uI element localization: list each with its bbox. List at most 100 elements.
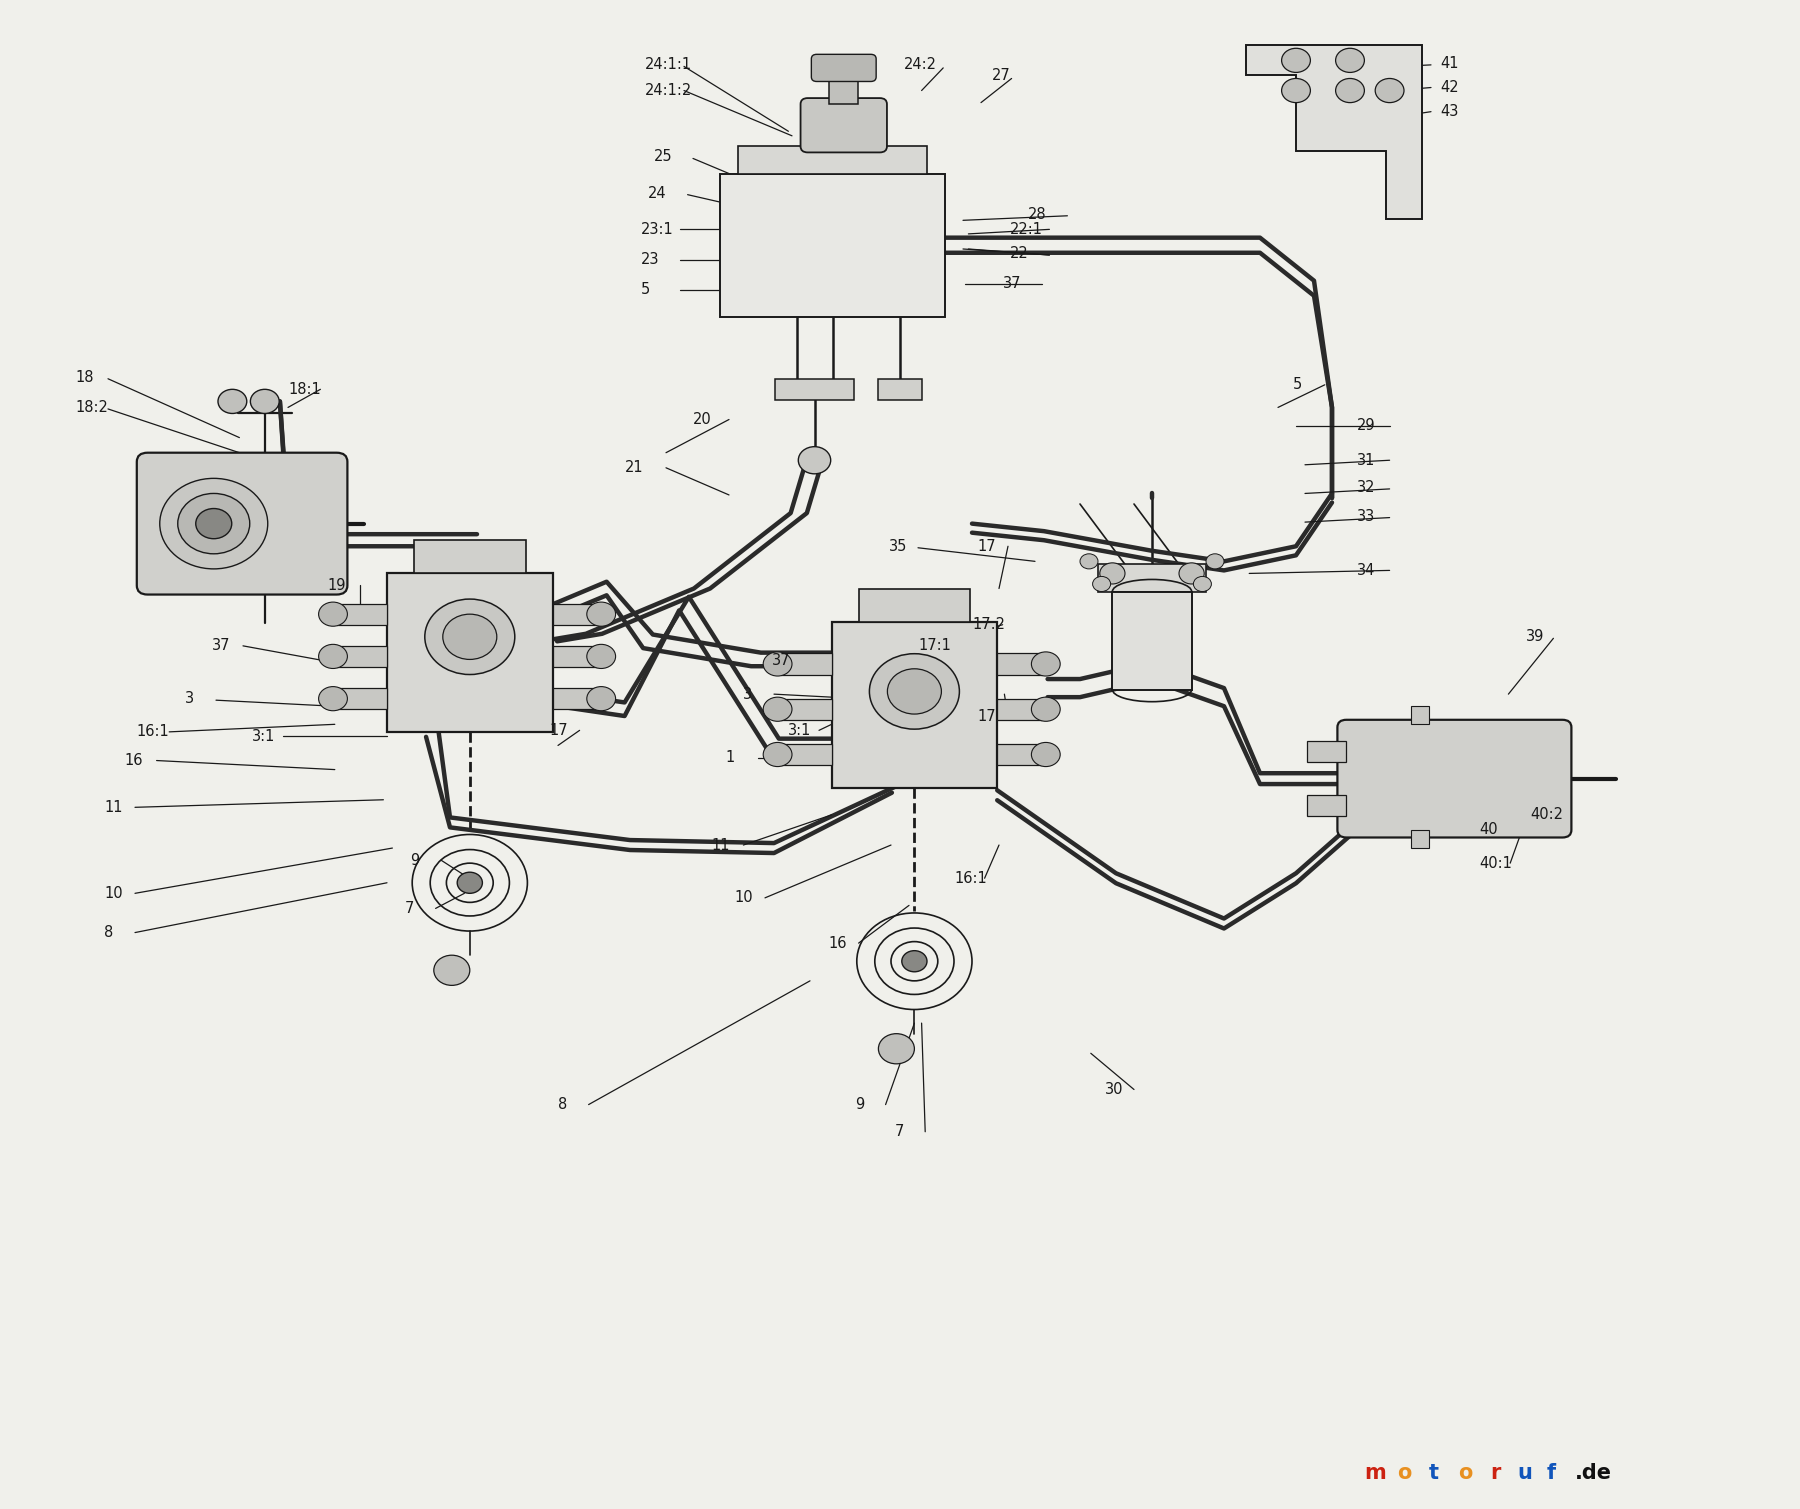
Circle shape xyxy=(878,1034,914,1064)
Text: 3:1: 3:1 xyxy=(788,723,812,738)
Bar xyxy=(1411,830,1429,848)
Text: 20: 20 xyxy=(693,412,711,427)
Bar xyxy=(781,744,832,765)
Text: 37: 37 xyxy=(212,638,230,653)
Circle shape xyxy=(1206,554,1224,569)
Text: 10: 10 xyxy=(734,890,752,905)
Circle shape xyxy=(1193,576,1211,592)
Text: f: f xyxy=(1546,1462,1555,1483)
FancyBboxPatch shape xyxy=(137,453,347,595)
Text: u: u xyxy=(1517,1462,1532,1483)
Text: 16:1: 16:1 xyxy=(954,871,986,886)
Bar xyxy=(830,77,859,104)
Circle shape xyxy=(1031,697,1060,721)
Text: 23:1: 23:1 xyxy=(641,222,673,237)
Bar xyxy=(553,688,598,709)
Text: o: o xyxy=(1458,1462,1472,1483)
Text: 3: 3 xyxy=(743,687,752,702)
Text: 19: 19 xyxy=(328,578,346,593)
Text: t: t xyxy=(1429,1462,1440,1483)
Text: 16:1: 16:1 xyxy=(137,724,169,739)
Text: 42: 42 xyxy=(1440,80,1458,95)
FancyBboxPatch shape xyxy=(1337,720,1571,837)
Circle shape xyxy=(797,447,832,474)
Bar xyxy=(414,540,526,573)
Bar xyxy=(1098,564,1206,592)
Circle shape xyxy=(763,697,792,721)
Circle shape xyxy=(1031,652,1060,676)
Bar xyxy=(387,573,553,732)
Text: 9: 9 xyxy=(410,853,419,868)
Circle shape xyxy=(763,652,792,676)
Text: 24:2: 24:2 xyxy=(904,57,936,72)
Text: 22:1: 22:1 xyxy=(1010,222,1042,237)
Circle shape xyxy=(319,687,347,711)
Bar xyxy=(781,699,832,720)
Circle shape xyxy=(763,742,792,767)
Text: 16: 16 xyxy=(124,753,142,768)
Text: 17: 17 xyxy=(977,709,995,724)
Text: 24:1:1: 24:1:1 xyxy=(644,57,691,72)
Text: 41: 41 xyxy=(1440,56,1458,71)
Text: 11: 11 xyxy=(711,837,729,853)
Text: 30: 30 xyxy=(1105,1082,1123,1097)
Text: 28: 28 xyxy=(1028,207,1046,222)
Bar xyxy=(1112,592,1192,690)
Text: m: m xyxy=(1364,1462,1386,1483)
Text: 40:2: 40:2 xyxy=(1530,807,1562,822)
Text: 5: 5 xyxy=(641,282,650,297)
Text: 17:2: 17:2 xyxy=(972,617,1004,632)
Circle shape xyxy=(425,599,515,675)
Bar xyxy=(738,146,927,174)
Text: 10: 10 xyxy=(104,886,122,901)
Bar xyxy=(774,379,853,400)
Text: 17:1: 17:1 xyxy=(918,638,950,653)
Bar xyxy=(997,653,1042,675)
Bar xyxy=(1307,795,1346,816)
Text: r: r xyxy=(1490,1462,1501,1483)
Text: 5: 5 xyxy=(1292,377,1301,392)
Circle shape xyxy=(587,644,616,668)
Text: 40: 40 xyxy=(1480,822,1498,837)
Text: .de: .de xyxy=(1575,1462,1613,1483)
Text: 3:1: 3:1 xyxy=(252,729,275,744)
Circle shape xyxy=(160,478,268,569)
Circle shape xyxy=(319,602,347,626)
Text: 7: 7 xyxy=(405,901,414,916)
Text: 24:1:2: 24:1:2 xyxy=(644,83,691,98)
Text: 24: 24 xyxy=(648,186,666,201)
Text: 21: 21 xyxy=(625,460,643,475)
Text: 27: 27 xyxy=(992,68,1010,83)
Polygon shape xyxy=(1246,45,1422,219)
Text: 1: 1 xyxy=(725,750,734,765)
Text: 37: 37 xyxy=(1003,276,1021,291)
Circle shape xyxy=(1179,563,1204,584)
Circle shape xyxy=(319,644,347,668)
Text: 18:1: 18:1 xyxy=(288,382,320,397)
Bar xyxy=(859,589,970,622)
Text: 25: 25 xyxy=(653,149,671,164)
Text: 37: 37 xyxy=(772,653,790,668)
Circle shape xyxy=(1080,554,1098,569)
Bar xyxy=(337,646,387,667)
Text: 11: 11 xyxy=(104,800,122,815)
Circle shape xyxy=(1031,742,1060,767)
Text: 3: 3 xyxy=(185,691,194,706)
Circle shape xyxy=(250,389,279,413)
Text: 17: 17 xyxy=(977,539,995,554)
Circle shape xyxy=(1093,576,1111,592)
Text: 35: 35 xyxy=(889,539,907,554)
Text: 39: 39 xyxy=(1526,629,1544,644)
Circle shape xyxy=(887,668,941,714)
Bar xyxy=(1411,706,1429,724)
Circle shape xyxy=(443,614,497,659)
Bar xyxy=(997,699,1042,720)
Circle shape xyxy=(1282,78,1310,103)
Circle shape xyxy=(196,509,232,539)
Text: 29: 29 xyxy=(1357,418,1375,433)
Text: 9: 9 xyxy=(855,1097,864,1112)
Text: 8: 8 xyxy=(104,925,113,940)
Text: 32: 32 xyxy=(1357,480,1375,495)
Circle shape xyxy=(1100,563,1125,584)
Bar xyxy=(781,653,832,675)
